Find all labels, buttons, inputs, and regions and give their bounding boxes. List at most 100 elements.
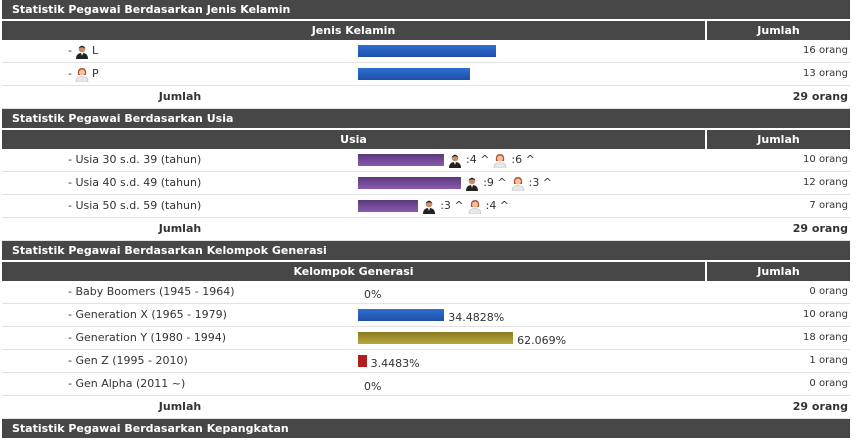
bar-cell: :4 ^ :6 ^ bbox=[358, 149, 706, 171]
total-row: Jumlah 29 orang bbox=[2, 86, 850, 109]
row-label: - Baby Boomers (1945 - 1964) bbox=[2, 281, 358, 303]
bar-cell bbox=[358, 63, 706, 85]
row-count: 0 orang bbox=[809, 286, 848, 297]
table-row: - Gen Z (1995 - 2010) 3.4483% 1 orang bbox=[2, 350, 850, 373]
age-label: - Usia 40 s.d. 49 (tahun) bbox=[68, 176, 202, 189]
row-label: - Usia 40 s.d. 49 (tahun) bbox=[2, 172, 358, 194]
age-label: - Usia 50 s.d. 59 (tahun) bbox=[68, 199, 202, 212]
male-icon bbox=[75, 45, 88, 59]
bar-cell: 0% bbox=[358, 373, 712, 395]
table-row: - Usia 40 s.d. 49 (tahun) :9 ^ :3 ^ 12 oran… bbox=[2, 172, 850, 195]
total-count: 29 orang bbox=[792, 222, 848, 235]
count-bar bbox=[358, 68, 470, 80]
bar-cell: 3.4483% bbox=[358, 350, 706, 372]
generation-label: - Gen Alpha (2011 ~) bbox=[68, 377, 186, 390]
female-count: :6 ^ bbox=[511, 153, 535, 166]
row-count: 18 orang bbox=[803, 332, 848, 343]
row-label: - Gen Alpha (2011 ~) bbox=[2, 373, 358, 395]
row-label: - Usia 30 s.d. 39 (tahun) bbox=[2, 149, 358, 171]
row-count: 12 orang bbox=[803, 177, 848, 188]
bar-cell: 62.069% bbox=[358, 327, 706, 349]
percent-label: 0% bbox=[364, 288, 382, 301]
female-icon bbox=[75, 67, 89, 82]
section-title: Statistik Pegawai Berdasarkan Usia bbox=[2, 109, 850, 130]
count-bar bbox=[358, 200, 419, 212]
row-count: 0 orang bbox=[809, 378, 848, 389]
table-row: - Generation Y (1980 - 1994) 62.069% 18 or… bbox=[2, 327, 850, 350]
total-count: 29 orang bbox=[792, 90, 848, 103]
row-count: 1 orang bbox=[809, 355, 848, 366]
male-icon bbox=[466, 177, 479, 191]
table-row: - Gen Alpha (2011 ~) 0% 0 orang bbox=[2, 373, 850, 396]
row-label: - Generation Y (1980 - 1994) bbox=[2, 327, 358, 349]
total-label: Jumlah bbox=[158, 400, 202, 413]
table-row: - Baby Boomers (1945 - 1964) 0% 0 orang bbox=[2, 281, 850, 304]
table-row: - P 13 orang bbox=[2, 63, 850, 86]
row-label: - Gen Z (1995 - 2010) bbox=[2, 350, 358, 372]
row-label: - Generation X (1965 - 1979) bbox=[2, 304, 358, 326]
female-icon bbox=[468, 199, 481, 214]
bar-cell bbox=[358, 86, 706, 108]
male-count: :4 ^ bbox=[466, 153, 490, 166]
total-label: Jumlah bbox=[158, 90, 202, 103]
female-count: :3 ^ bbox=[528, 176, 553, 189]
male-count: :9 ^ bbox=[483, 176, 507, 189]
column-header: Kelompok Generasi bbox=[2, 262, 707, 281]
count-bar bbox=[358, 45, 496, 57]
male-icon bbox=[449, 154, 461, 168]
table-row: - L 16 orang bbox=[2, 40, 850, 63]
gender-label: L bbox=[91, 44, 99, 57]
count-bar bbox=[358, 177, 462, 189]
count-bar bbox=[358, 154, 444, 166]
bar-cell: :9 ^ :3 ^ bbox=[358, 172, 706, 194]
row-label: - Usia 50 s.d. 59 (tahun) bbox=[2, 195, 358, 217]
section-title: Statistik Pegawai Berdasarkan Jenis Kela… bbox=[2, 0, 850, 21]
row-label: -L bbox=[2, 40, 358, 62]
table-row: - Usia 50 s.d. 59 (tahun) :3 ^:4 ^ 7 orang bbox=[2, 195, 850, 218]
female-count: :4 ^ bbox=[485, 199, 510, 212]
column-header-count: Jumlah bbox=[757, 24, 800, 37]
percent-label: 34.4828% bbox=[448, 311, 505, 324]
row-count: 13 orang bbox=[803, 68, 848, 79]
generation-label: - Gen Z (1995 - 2010) bbox=[68, 354, 188, 367]
total-label: Jumlah bbox=[158, 222, 202, 235]
bar-cell: 0% bbox=[358, 281, 712, 303]
table-header: Jenis Kelamin Jumlah bbox=[2, 21, 850, 40]
gender-label: P bbox=[91, 67, 99, 80]
row-count: 7 orang bbox=[809, 200, 848, 211]
bar-cell bbox=[358, 40, 706, 62]
percent-label: 3.4483% bbox=[370, 357, 420, 370]
generation-label: - Generation X (1965 - 1979) bbox=[68, 308, 227, 321]
column-header: Usia bbox=[2, 130, 707, 149]
table-header: Usia Jumlah bbox=[2, 130, 850, 149]
row-count: 16 orang bbox=[803, 45, 848, 56]
table-header: Kelompok Generasi Jumlah bbox=[2, 262, 850, 281]
bar-cell: 34.4828% bbox=[358, 304, 706, 326]
column-header-count: Jumlah bbox=[757, 265, 800, 278]
percent-bar bbox=[358, 355, 367, 367]
table-row: - Usia 30 s.d. 39 (tahun):4 ^:6 ^ 10 oran… bbox=[2, 149, 850, 172]
female-icon bbox=[511, 176, 524, 191]
percent-bar bbox=[358, 332, 514, 344]
table-row: - Generation X (1965 - 1979) 34.4828% 10 o… bbox=[2, 304, 850, 327]
row-count: 10 orang bbox=[803, 309, 848, 320]
percent-label: 0% bbox=[364, 380, 382, 393]
bar-cell bbox=[358, 396, 706, 418]
total-count: 29 orang bbox=[792, 400, 848, 413]
percent-label: 62.069% bbox=[517, 334, 567, 347]
section-title: Statistik Pegawai Berdasarkan Kepangkata… bbox=[2, 419, 850, 440]
section-title: Statistik Pegawai Berdasarkan Kelompok G… bbox=[2, 241, 850, 262]
dash: - bbox=[68, 44, 72, 57]
bar-cell bbox=[358, 218, 706, 240]
total-row: Jumlah 29 orang bbox=[2, 218, 850, 241]
male-icon bbox=[423, 200, 436, 214]
generation-label: - Baby Boomers (1945 - 1964) bbox=[68, 285, 235, 298]
generation-label: - Generation Y (1980 - 1994) bbox=[68, 331, 227, 344]
dash: - bbox=[68, 67, 72, 80]
age-label: - Usia 30 s.d. 39 (tahun) bbox=[68, 153, 202, 166]
bar-cell: :3 ^:4 ^ bbox=[358, 195, 706, 217]
total-row: Jumlah 29 orang bbox=[2, 396, 850, 419]
column-header: Jenis Kelamin bbox=[2, 21, 707, 40]
row-label: -P bbox=[2, 63, 358, 85]
